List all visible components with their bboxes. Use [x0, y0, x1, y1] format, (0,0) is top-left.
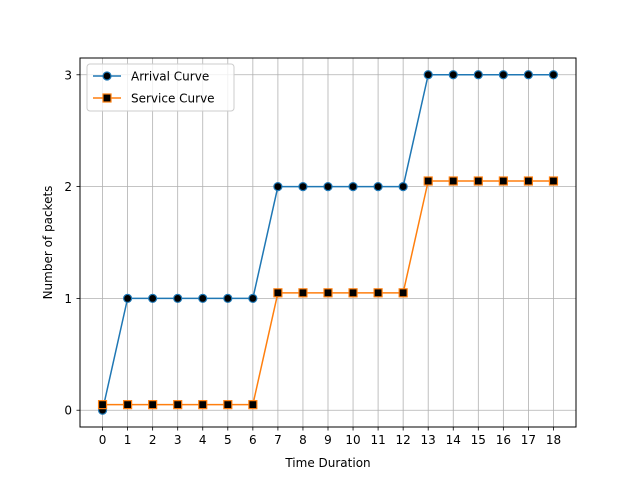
x-tick-label: 15 [471, 433, 486, 447]
x-tick-label: 14 [446, 433, 461, 447]
legend-marker [102, 93, 112, 103]
data-point [348, 288, 358, 298]
x-tick-label: 12 [396, 433, 411, 447]
data-point [373, 181, 383, 192]
data-point [248, 293, 258, 304]
data-point [273, 288, 283, 298]
x-tick-label: 11 [370, 433, 385, 447]
data-point [122, 400, 133, 410]
data-point [173, 400, 183, 410]
data-point [198, 293, 208, 304]
data-point [473, 176, 483, 186]
data-point [148, 400, 158, 410]
data-point [548, 176, 559, 186]
x-tick-label: 0 [99, 433, 107, 447]
x-tick-label: 1 [124, 433, 132, 447]
data-point [173, 293, 183, 304]
x-tick-label: 7 [274, 433, 282, 447]
x-tick-label: 2 [149, 433, 157, 447]
data-point [373, 288, 383, 298]
data-point [398, 181, 408, 192]
x-tick-label: 18 [546, 433, 561, 447]
x-tick-label: 16 [496, 433, 511, 447]
x-tick-label: 3 [174, 433, 182, 447]
legend-label: Arrival Curve [131, 70, 209, 84]
y-tick-label: 2 [64, 180, 72, 194]
data-point [548, 70, 559, 80]
x-tick-label: 4 [199, 433, 207, 447]
data-point [323, 288, 333, 298]
data-point [523, 70, 534, 80]
data-point [448, 70, 458, 80]
legend: Arrival Curve Service Curve [86, 63, 235, 112]
series-1 [97, 70, 559, 415]
x-axis-label: Time Duration [284, 456, 370, 470]
data-point [498, 70, 508, 80]
data-point [348, 181, 358, 192]
x-tick-label: 5 [224, 433, 232, 447]
data-point [273, 181, 283, 192]
x-tick-label: 13 [421, 433, 436, 447]
x-tick-label: 6 [249, 433, 257, 447]
data-point [223, 293, 233, 304]
data-point [498, 176, 508, 186]
y-tick-label: 0 [64, 404, 72, 418]
x-tick-label: 17 [521, 433, 536, 447]
data-point [248, 400, 258, 410]
data-point [423, 70, 433, 80]
legend-label: Service Curve [131, 92, 215, 106]
x-tick-label: 9 [324, 433, 332, 447]
legend-box [86, 63, 235, 112]
data-point [148, 293, 158, 304]
data-point [448, 176, 458, 186]
data-point [423, 176, 433, 186]
y-tick-label: 3 [64, 68, 72, 82]
data-point [473, 70, 483, 80]
data-point [298, 288, 308, 298]
data-point [97, 400, 108, 410]
series [97, 70, 559, 415]
data-point [223, 400, 233, 410]
y-tick-label: 1 [64, 292, 72, 306]
data-point [198, 400, 208, 410]
data-point [298, 181, 308, 192]
y-axis-label: Number of packets [41, 186, 55, 300]
data-point [323, 181, 333, 192]
x-tick-label: 10 [345, 433, 360, 447]
data-point [122, 293, 133, 304]
legend-marker [102, 71, 112, 81]
series-2 [97, 176, 559, 410]
data-point [523, 176, 534, 186]
x-tick-label: 8 [299, 433, 307, 447]
data-point [398, 288, 408, 298]
